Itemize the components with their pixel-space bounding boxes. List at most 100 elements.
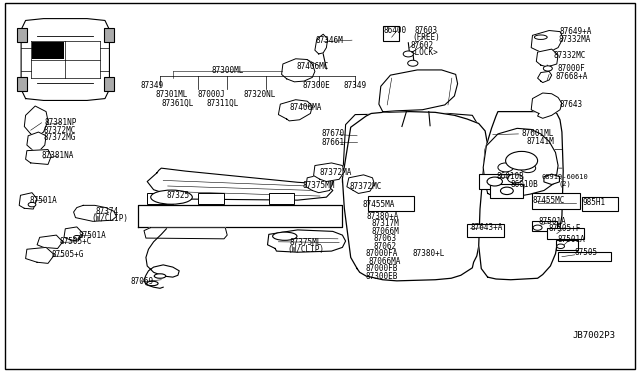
Ellipse shape: [151, 190, 193, 204]
Bar: [383, 26, 399, 41]
Text: 87406MA: 87406MA: [290, 103, 322, 112]
Polygon shape: [19, 193, 37, 209]
Polygon shape: [342, 113, 477, 190]
Text: 87372MC: 87372MC: [44, 126, 76, 135]
Polygon shape: [347, 175, 374, 193]
Bar: [368, 196, 414, 211]
Text: 87000J: 87000J: [197, 90, 225, 99]
Polygon shape: [278, 100, 312, 121]
Text: 87380+L: 87380+L: [413, 249, 445, 258]
Circle shape: [498, 163, 513, 172]
Polygon shape: [531, 93, 562, 118]
Polygon shape: [64, 227, 83, 241]
Bar: [479, 174, 512, 189]
Ellipse shape: [147, 281, 158, 286]
Polygon shape: [24, 106, 48, 138]
Polygon shape: [138, 205, 342, 227]
Polygon shape: [314, 163, 344, 182]
Text: (W/CLIP): (W/CLIP): [92, 214, 129, 223]
Polygon shape: [268, 230, 346, 252]
Text: 87406MC: 87406MC: [296, 62, 328, 71]
Text: 87601ML: 87601ML: [522, 129, 554, 138]
Bar: [582, 197, 618, 211]
Text: (W/CLIP): (W/CLIP): [287, 245, 324, 254]
Text: 87069: 87069: [131, 278, 154, 286]
Text: 87455MC: 87455MC: [533, 196, 565, 205]
Circle shape: [508, 174, 523, 183]
Circle shape: [408, 60, 418, 66]
Bar: [147, 193, 173, 204]
Bar: [17, 77, 27, 91]
Bar: [547, 228, 584, 239]
Text: 87372MG: 87372MG: [44, 133, 76, 142]
Bar: [104, 77, 114, 91]
Polygon shape: [21, 19, 109, 100]
Text: 87372MA: 87372MA: [320, 169, 352, 177]
Text: 87603: 87603: [415, 26, 438, 35]
Text: (FREE): (FREE): [412, 33, 440, 42]
Polygon shape: [74, 205, 116, 221]
Text: 87066M: 87066M: [371, 227, 399, 236]
Text: 87332MA: 87332MA: [559, 35, 591, 44]
Text: 87311QL: 87311QL: [207, 99, 239, 108]
Text: 87346M: 87346M: [316, 36, 344, 45]
Circle shape: [74, 235, 80, 239]
Text: 86400: 86400: [384, 26, 407, 35]
Text: 87349: 87349: [344, 81, 367, 90]
Text: 87455MA: 87455MA: [363, 200, 395, 209]
Polygon shape: [342, 112, 490, 281]
Text: 87374: 87374: [96, 207, 119, 216]
Circle shape: [28, 202, 36, 207]
Polygon shape: [315, 34, 328, 54]
Polygon shape: [144, 228, 227, 239]
Text: 87000F: 87000F: [557, 64, 586, 73]
Text: 87505+C: 87505+C: [60, 237, 92, 246]
Polygon shape: [37, 235, 63, 248]
Text: 87320NL: 87320NL: [243, 90, 275, 99]
Text: 87325: 87325: [166, 191, 189, 200]
Text: <LOCK>: <LOCK>: [410, 48, 438, 57]
Polygon shape: [306, 175, 333, 193]
Text: 87501A: 87501A: [538, 217, 566, 226]
Text: 87505+F: 87505+F: [548, 224, 580, 233]
Circle shape: [533, 225, 542, 230]
Circle shape: [506, 151, 538, 170]
Text: 87380+A: 87380+A: [367, 212, 399, 221]
Polygon shape: [531, 31, 563, 53]
Text: 87643: 87643: [560, 100, 583, 109]
Polygon shape: [483, 128, 558, 197]
Text: 87668+A: 87668+A: [556, 72, 588, 81]
Text: 87000FA: 87000FA: [365, 249, 397, 258]
Polygon shape: [147, 168, 333, 200]
Ellipse shape: [534, 35, 547, 39]
Text: 87643+A: 87643+A: [470, 223, 502, 232]
Text: 87649+A: 87649+A: [560, 27, 592, 36]
Text: 87375ML: 87375ML: [290, 238, 322, 247]
Text: 87372MC: 87372MC: [350, 182, 382, 191]
Polygon shape: [538, 71, 552, 83]
Circle shape: [543, 66, 552, 71]
Text: 87063: 87063: [374, 234, 397, 243]
Polygon shape: [479, 112, 563, 280]
Bar: [269, 193, 294, 204]
Text: 87501A: 87501A: [79, 231, 107, 240]
Text: 87501A: 87501A: [29, 196, 58, 205]
Text: 87661: 87661: [321, 138, 344, 147]
Circle shape: [557, 244, 564, 248]
Bar: [558, 252, 611, 261]
Ellipse shape: [154, 274, 166, 278]
Text: 86010B: 86010B: [496, 172, 524, 181]
Text: 87375MM: 87375MM: [303, 182, 335, 190]
Text: 87141M: 87141M: [527, 137, 555, 146]
Bar: [556, 240, 578, 250]
Text: 08919-60610: 08919-60610: [541, 174, 588, 180]
Circle shape: [500, 187, 513, 195]
Bar: [104, 28, 114, 42]
Text: JB7002P3: JB7002P3: [572, 331, 616, 340]
Text: 87501A: 87501A: [557, 235, 586, 244]
Bar: [467, 224, 504, 237]
Polygon shape: [282, 59, 315, 82]
Polygon shape: [26, 150, 51, 164]
Text: 87505: 87505: [574, 248, 597, 257]
Text: 87332MC: 87332MC: [554, 51, 586, 60]
